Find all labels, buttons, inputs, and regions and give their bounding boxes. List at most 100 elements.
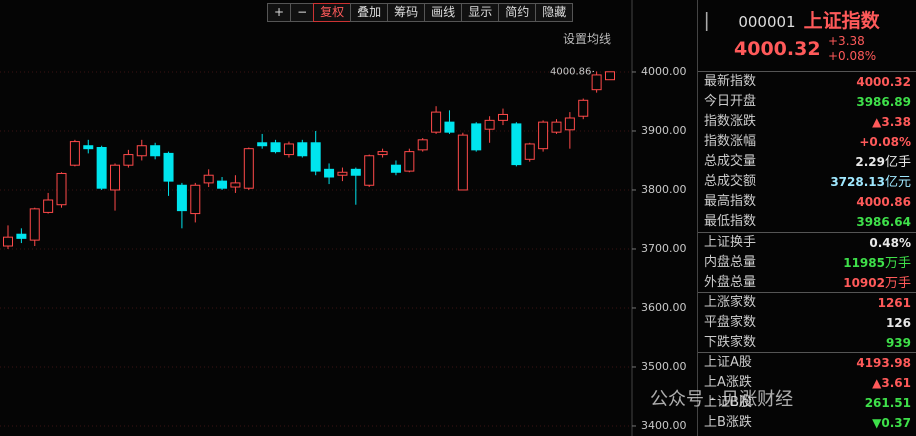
candle-body xyxy=(257,142,268,147)
quote-row: 内盘总量 11985万手 xyxy=(698,253,916,273)
y-tick-label: 3800.00 xyxy=(641,183,687,196)
y-tick-label: 3600.00 xyxy=(641,301,687,314)
quote-row: 总成交量 2.29亿手 xyxy=(698,152,916,172)
candle-body xyxy=(578,99,589,117)
watermark: 公众号 · 见涨财经 xyxy=(650,389,794,410)
quote-section: 上证换手 0.48% 内盘总量 11985万手外盘总量 10902万手 xyxy=(698,232,916,293)
quote-row: 最高指数 4000.86 xyxy=(698,192,916,212)
quote-row: 上B涨跌 ▼0.37 xyxy=(698,413,916,433)
toolbar-button[interactable]: 复权 xyxy=(313,3,352,22)
toolbar-button[interactable]: 叠加 xyxy=(350,3,389,22)
candle-body xyxy=(230,182,241,188)
candle-body xyxy=(96,146,107,189)
row-label: 指数涨幅 xyxy=(704,134,757,149)
toolbar-button[interactable]: 画线 xyxy=(424,3,463,22)
candle-body xyxy=(243,148,254,189)
candle-body xyxy=(538,121,549,150)
row-label: 指数涨跌 xyxy=(704,114,757,129)
row-label: 上证A股 xyxy=(704,355,752,370)
row-value: 1261 xyxy=(877,296,911,310)
row-value: 261.51 xyxy=(864,396,911,410)
row-value: 0.48% xyxy=(869,236,911,250)
row-value: 3986.64 xyxy=(856,215,911,229)
candle-body xyxy=(217,180,228,189)
candle-body xyxy=(350,168,361,176)
row-value-box: 10902万手 xyxy=(843,273,911,294)
change-pct: +0.08% xyxy=(828,49,877,63)
quote-row: 上证A股 4193.98 xyxy=(698,353,916,373)
row-value-box: 4000.32 xyxy=(856,72,911,92)
row-value-box: 3986.64 xyxy=(856,212,911,232)
candle-body xyxy=(310,142,321,172)
candle-body xyxy=(471,123,482,151)
candle-body xyxy=(511,123,522,166)
candle-body xyxy=(417,139,428,151)
row-label: 最高指数 xyxy=(704,194,757,209)
row-value: 2.29 xyxy=(855,155,885,169)
candle-body xyxy=(29,208,40,241)
code: 000001 xyxy=(738,13,796,31)
y-tick-label: 3700.00 xyxy=(641,242,687,255)
candle-body xyxy=(484,119,495,130)
row-value-box: 4000.86 xyxy=(856,192,911,212)
annotation: 4000.86 xyxy=(550,66,591,77)
row-value: 3986.89 xyxy=(856,95,911,109)
ma-setting[interactable]: 设置均线 xyxy=(563,32,612,46)
row-value-box: 1261 xyxy=(878,293,911,313)
row-label: 上证换手 xyxy=(704,235,757,250)
candle-body xyxy=(297,142,308,157)
row-value: ▲3.38 xyxy=(872,115,911,129)
candle-body xyxy=(404,151,415,172)
quote-row: 上证B股 261.51 xyxy=(698,393,916,413)
candle-body xyxy=(190,184,201,215)
row-label: 今日开盘 xyxy=(704,94,757,109)
quote-section: 上涨家数 1261 平盘家数 126 下跌家数 939 xyxy=(698,292,916,353)
toolbar-button[interactable]: 隐藏 xyxy=(535,3,574,22)
candle-body xyxy=(163,152,174,182)
row-unit: 万手 xyxy=(884,276,911,291)
row-unit: 亿手 xyxy=(884,155,911,170)
quote-row: 最低指数 3986.64 xyxy=(698,212,916,232)
candle-body xyxy=(390,164,401,173)
row-label: 最低指数 xyxy=(704,214,757,229)
quote-row: 最新指数 4000.32 xyxy=(698,72,916,92)
candle-body xyxy=(270,142,281,153)
y-tick-label: 3500.00 xyxy=(641,360,687,373)
candle-body xyxy=(337,171,348,176)
quote-row: 平盘家数 126 xyxy=(698,313,916,333)
quote-header: ▏ 000001 上证指数 xyxy=(706,10,880,32)
row-label: 平盘家数 xyxy=(704,315,757,330)
row-value: +0.08% xyxy=(859,135,911,149)
row-label: 最新指数 xyxy=(704,74,757,89)
candle-body xyxy=(43,199,54,213)
candle-body xyxy=(283,143,294,156)
toolbar-button[interactable]: 显示 xyxy=(461,3,500,22)
row-value: 4193.98 xyxy=(856,356,911,370)
index-name: 上证指数 xyxy=(803,10,880,32)
row-value: 4000.86 xyxy=(856,195,911,209)
row-unit: 万手 xyxy=(884,256,911,271)
quote-row: 指数涨跌 ▲3.38 xyxy=(698,112,916,132)
quote-section: 最新指数 4000.32 今日开盘 3986.89 指数涨跌 ▲3.38 指数涨幅 +0.08… xyxy=(698,71,916,232)
toolbar-button[interactable]: 简约 xyxy=(498,3,537,22)
toolbar-button[interactable]: + xyxy=(267,3,292,22)
row-label: 上证B股 xyxy=(704,395,752,410)
row-label: 外盘总量 xyxy=(704,275,757,290)
row-value: 4000.32 xyxy=(856,75,911,89)
quote-row: 总成交额 3728.13亿元 xyxy=(698,172,916,192)
candle-body xyxy=(377,151,388,156)
toolbar-button[interactable]: 筹码 xyxy=(387,3,426,22)
row-label: 下跌家数 xyxy=(704,335,757,350)
row-value: 3728.13 xyxy=(830,175,885,189)
candle-body xyxy=(56,172,67,206)
toolbar-button[interactable]: − xyxy=(290,3,315,22)
row-label: 上A涨跌 xyxy=(704,375,752,390)
candle-body xyxy=(605,71,615,81)
quote-row: 指数涨幅 +0.08% xyxy=(698,132,916,152)
candle-body xyxy=(444,121,455,133)
candle-body xyxy=(123,154,134,166)
candle-body xyxy=(203,174,214,184)
row-value: ▲3.61 xyxy=(872,376,911,390)
candle-body xyxy=(431,111,442,133)
